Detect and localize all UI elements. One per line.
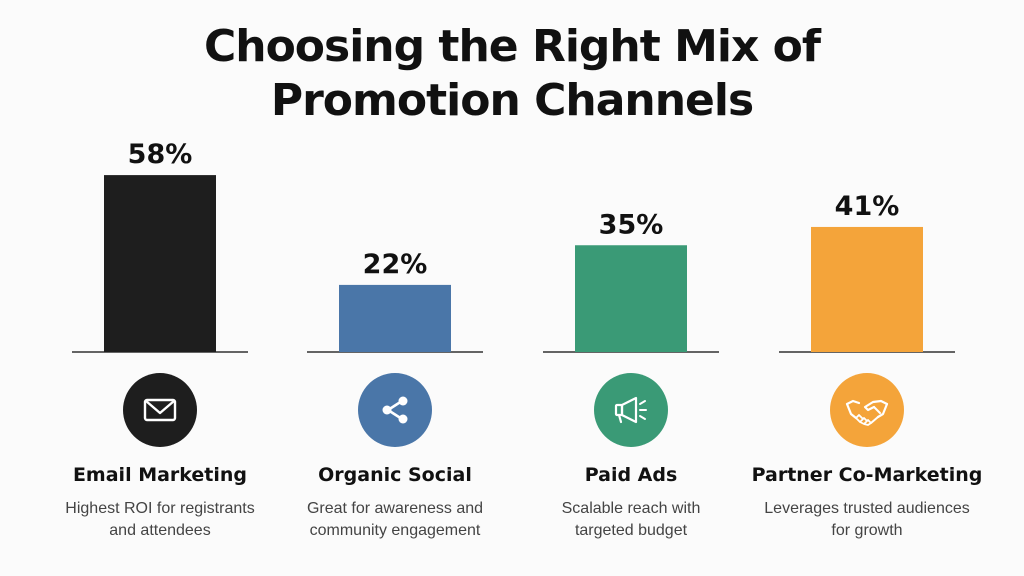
chart-title-line-1: Choosing the Right Mix of [203,21,821,72]
bar-paid-ads [575,245,687,352]
megaphone-icon [614,396,647,424]
channel-description: Great for awareness and community engage… [275,498,515,542]
channel-organic-social: Organic Social Great for awareness and c… [275,373,515,542]
channel-partner-co-marketing: Partner Co-Marketing Leverages trusted a… [747,373,987,542]
channel-name: Email Marketing [72,464,248,486]
share-icon [382,396,408,424]
channel-icon-circle [594,373,668,447]
channel-icon-circle [358,373,432,447]
channel-description: Highest ROI for registrants and attendee… [40,498,280,542]
bar-email-marketing [104,175,216,352]
channel-description-line-2: and attendees [109,522,211,539]
chart-title-line-2: Promotion Channels [270,75,754,126]
chart-title: Choosing the Right Mix of Promotion Chan… [0,20,1024,128]
channel-icon-circle [123,373,197,447]
channel-description-line-1: Highest ROI for registrants [65,500,255,517]
channel-name: Paid Ads [584,464,678,486]
bar-partner-co-marketing [811,226,923,352]
channel-description-line-2: for growth [831,522,903,539]
channel-paid-ads: Paid Ads Scalable reach with targeted bu… [511,373,751,542]
bar-value-label: 22% [363,249,428,280]
bar-organic-social [339,284,451,352]
channel-description: Scalable reach with targeted budget [511,498,751,542]
bar-value-label: 41% [835,191,900,222]
envelope-icon [143,398,177,422]
channel-name: Partner Co-Marketing [751,464,983,486]
channel-description-line-1: Leverages trusted audiences [764,500,970,517]
channel-description: Leverages trusted audiences for growth [747,498,987,542]
channel-name: Organic Social [318,464,472,486]
bar-chart: 58% 22% 35% 41% [72,139,955,353]
channel-description-line-1: Scalable reach with [561,500,701,517]
bar-value-label: 35% [599,209,664,240]
channel-email-marketing: Email Marketing Highest ROI for registra… [40,373,280,542]
channel-description-line-2: community engagement [309,522,481,539]
handshake-icon [845,399,889,426]
channel-description-line-1: Great for awareness and [306,500,484,517]
channel-description-line-2: targeted budget [574,522,688,539]
bar-value-label: 58% [128,139,193,170]
channel-icon-circle [830,373,904,447]
